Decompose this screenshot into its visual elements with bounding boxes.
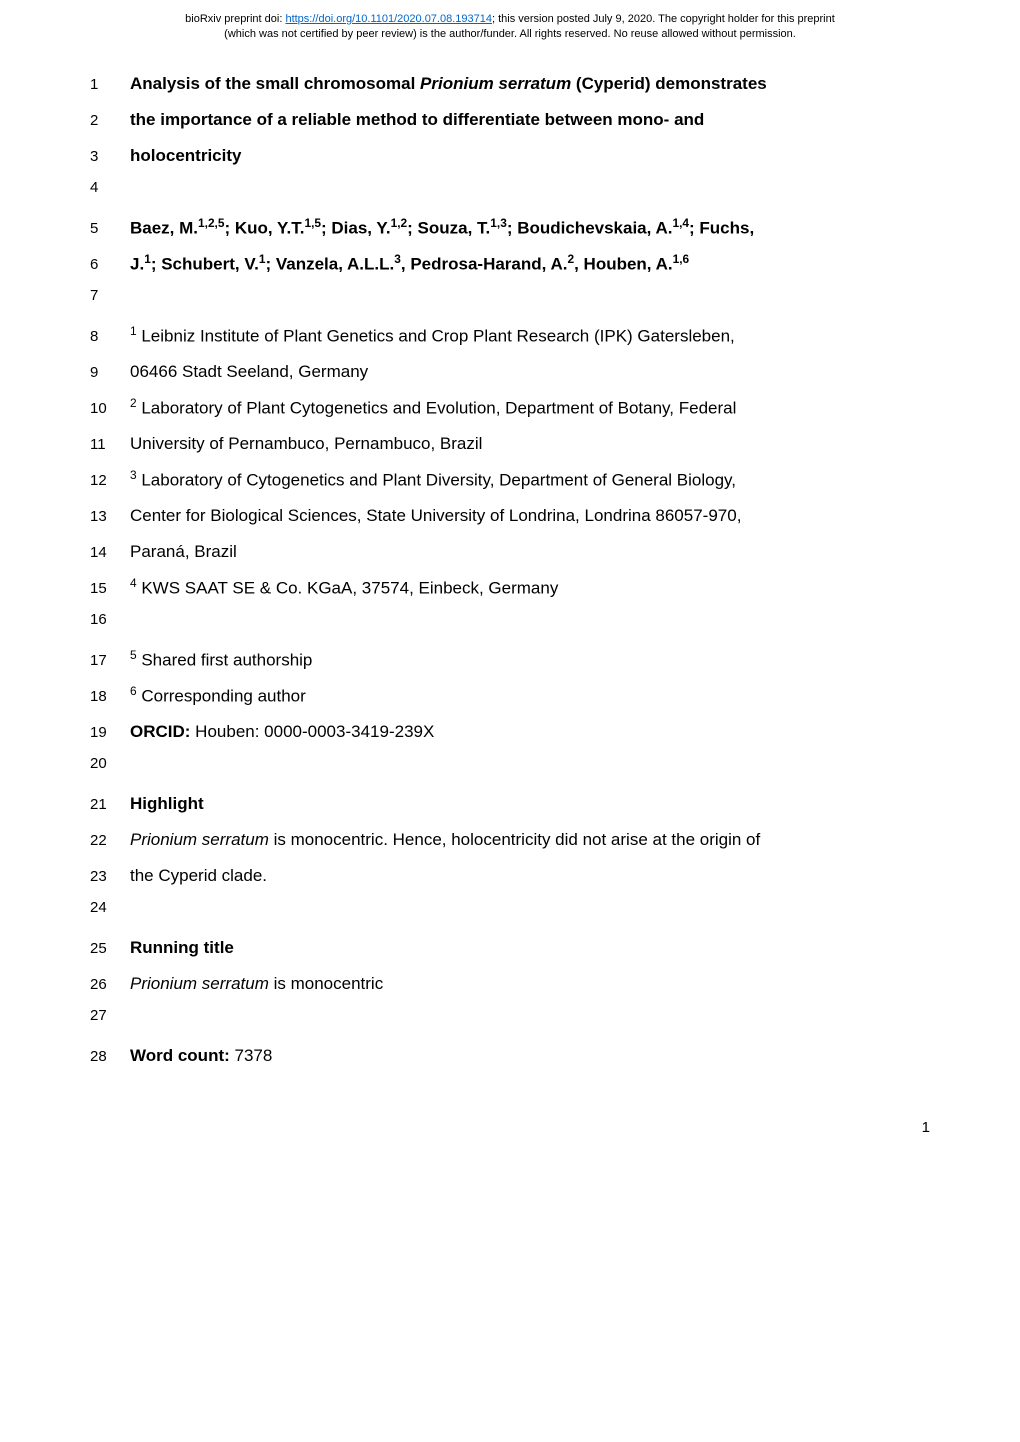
line-number: 7 <box>90 287 130 304</box>
manuscript-line: 9 06466 Stadt Seeland, Germany <box>90 359 930 395</box>
manuscript-line: 2 the importance of a reliable method to… <box>90 107 930 143</box>
page-number: 1 <box>0 1119 1020 1136</box>
doi-link[interactable]: https://doi.org/10.1101/2020.07.08.19371… <box>285 13 492 25</box>
manuscript-line: 8 1 Leibniz Institute of Plant Genetics … <box>90 323 930 359</box>
section-heading: Highlight <box>130 791 930 817</box>
manuscript-line: 22 Prionium serratum is monocentric. Hen… <box>90 827 930 863</box>
line-number: 27 <box>90 1007 130 1024</box>
manuscript-line: 19 ORCID: Houben: 0000-0003-3419-239X <box>90 719 930 755</box>
authors-line: J.1; Schubert, V.1; Vanzela, A.L.L.3, Pe… <box>130 251 930 277</box>
line-number: 22 <box>90 832 130 849</box>
manuscript-line: 5 Baez, M.1,2,5; Kuo, Y.T.1,5; Dias, Y.1… <box>90 215 930 251</box>
header-suffix: ; this version posted July 9, 2020. The … <box>492 13 835 25</box>
affiliation-line: 06466 Stadt Seeland, Germany <box>130 359 930 385</box>
manuscript-line: 21 Highlight <box>90 791 930 827</box>
manuscript-line: 12 3 Laboratory of Cytogenetics and Plan… <box>90 467 930 503</box>
line-number: 26 <box>90 976 130 993</box>
line-number: 21 <box>90 796 130 813</box>
line-number: 8 <box>90 328 130 345</box>
manuscript-line: 7 <box>90 287 930 323</box>
affiliation-line: 2 Laboratory of Plant Cytogenetics and E… <box>130 395 930 421</box>
manuscript-line: 20 <box>90 755 930 791</box>
line-number: 9 <box>90 364 130 381</box>
authorship-note: 5 Shared first authorship <box>130 647 930 673</box>
manuscript-line: 27 <box>90 1007 930 1043</box>
line-number: 25 <box>90 940 130 957</box>
line-number: 18 <box>90 688 130 705</box>
line-number: 6 <box>90 256 130 273</box>
orcid-line: ORCID: Houben: 0000-0003-3419-239X <box>130 719 930 745</box>
manuscript-line: 14 Paraná, Brazil <box>90 539 930 575</box>
section-heading: Running title <box>130 935 930 961</box>
line-number: 13 <box>90 508 130 525</box>
manuscript-body: 1 Analysis of the small chromosomal Prio… <box>0 51 1020 1109</box>
manuscript-line: 15 4 KWS SAAT SE & Co. KGaA, 37574, Einb… <box>90 575 930 611</box>
title-line: Analysis of the small chromosomal Prioni… <box>130 71 930 97</box>
affiliation-line: Center for Biological Sciences, State Un… <box>130 503 930 529</box>
manuscript-line: 18 6 Corresponding author <box>90 683 930 719</box>
running-title-text: Prionium serratum is monocentric <box>130 971 930 997</box>
manuscript-line: 24 <box>90 899 930 935</box>
manuscript-line: 16 <box>90 611 930 647</box>
manuscript-line: 4 <box>90 179 930 215</box>
line-number: 23 <box>90 868 130 885</box>
manuscript-line: 17 5 Shared first authorship <box>90 647 930 683</box>
line-number: 5 <box>90 220 130 237</box>
manuscript-line: 23 the Cyperid clade. <box>90 863 930 899</box>
manuscript-line: 26 Prionium serratum is monocentric <box>90 971 930 1007</box>
word-count-line: Word count: 7378 <box>130 1043 930 1069</box>
manuscript-line: 11 University of Pernambuco, Pernambuco,… <box>90 431 930 467</box>
line-number: 28 <box>90 1048 130 1065</box>
affiliation-line: 1 Leibniz Institute of Plant Genetics an… <box>130 323 930 349</box>
line-number: 17 <box>90 652 130 669</box>
highlight-text: the Cyperid clade. <box>130 863 930 889</box>
line-number: 4 <box>90 179 130 196</box>
manuscript-line: 10 2 Laboratory of Plant Cytogenetics an… <box>90 395 930 431</box>
corresponding-note: 6 Corresponding author <box>130 683 930 709</box>
manuscript-line: 28 Word count: 7378 <box>90 1043 930 1079</box>
line-number: 20 <box>90 755 130 772</box>
manuscript-line: 3 holocentricity <box>90 143 930 179</box>
line-number: 12 <box>90 472 130 489</box>
line-number: 3 <box>90 148 130 165</box>
line-number: 2 <box>90 112 130 129</box>
affiliation-line: University of Pernambuco, Pernambuco, Br… <box>130 431 930 457</box>
manuscript-line: 6 J.1; Schubert, V.1; Vanzela, A.L.L.3, … <box>90 251 930 287</box>
line-number: 19 <box>90 724 130 741</box>
affiliation-line: 3 Laboratory of Cytogenetics and Plant D… <box>130 467 930 493</box>
line-number: 1 <box>90 76 130 93</box>
manuscript-line: 1 Analysis of the small chromosomal Prio… <box>90 71 930 107</box>
line-number: 15 <box>90 580 130 597</box>
affiliation-line: 4 KWS SAAT SE & Co. KGaA, 37574, Einbeck… <box>130 575 930 601</box>
header-prefix: bioRxiv preprint doi: <box>185 13 285 25</box>
title-line: holocentricity <box>130 143 930 169</box>
highlight-text: Prionium serratum is monocentric. Hence,… <box>130 827 930 853</box>
authors-line: Baez, M.1,2,5; Kuo, Y.T.1,5; Dias, Y.1,2… <box>130 215 930 241</box>
title-line: the importance of a reliable method to d… <box>130 107 930 133</box>
line-number: 11 <box>90 436 130 453</box>
line-number: 14 <box>90 544 130 561</box>
manuscript-line: 13 Center for Biological Sciences, State… <box>90 503 930 539</box>
line-number: 24 <box>90 899 130 916</box>
line-number: 16 <box>90 611 130 628</box>
affiliation-line: Paraná, Brazil <box>130 539 930 565</box>
manuscript-line: 25 Running title <box>90 935 930 971</box>
line-number: 10 <box>90 400 130 417</box>
header-line2: (which was not certified by peer review)… <box>224 28 796 40</box>
preprint-header: bioRxiv preprint doi: https://doi.org/10… <box>0 0 1020 51</box>
